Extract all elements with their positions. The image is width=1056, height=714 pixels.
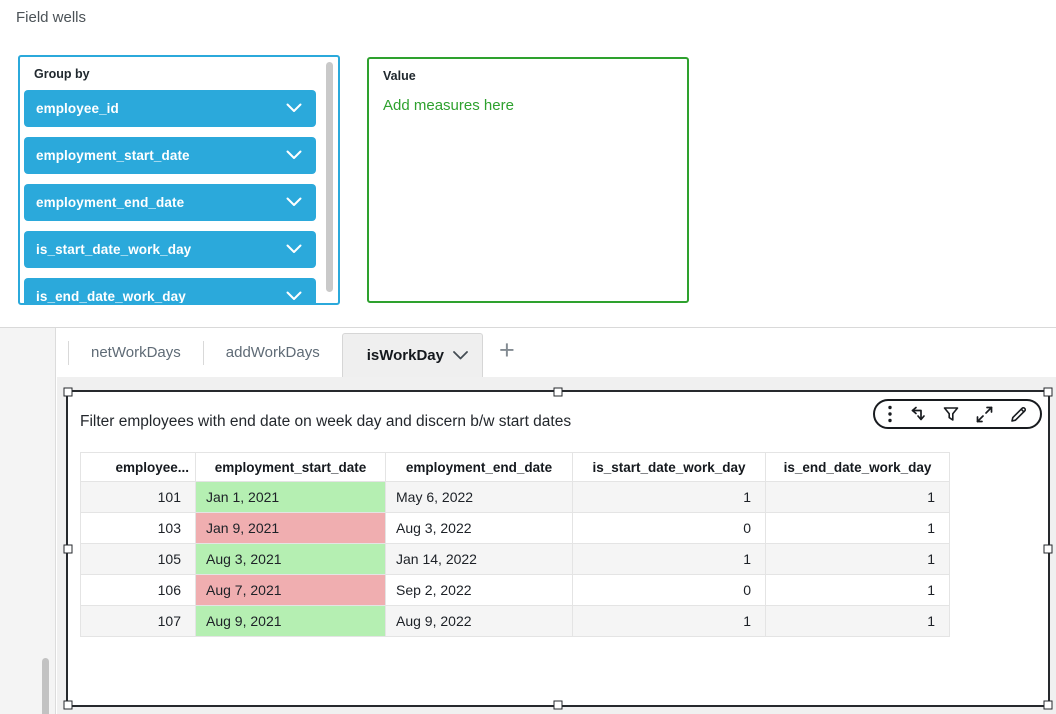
cell-employee-id: 105 [80,543,196,575]
resize-handle[interactable] [1043,387,1053,397]
cell-employee-id: 101 [80,481,196,513]
chevron-down-icon[interactable] [453,347,468,364]
cell-is-start-work-day: 1 [572,605,766,637]
field-pill-label: employment_end_date [36,195,185,210]
tab-isworkday[interactable]: isWorkDay [341,333,483,377]
cell-end-date: Aug 9, 2022 [385,605,573,637]
cell-end-date: Jan 14, 2022 [385,543,573,575]
panel-divider [0,327,1056,328]
column-header-employment-start-date[interactable]: employment_start_date [195,452,386,482]
edit-pencil-icon[interactable] [1009,405,1028,424]
column-header-employment-end-date[interactable]: employment_end_date [385,452,573,482]
filter-funnel-icon[interactable] [942,405,960,423]
cell-start-date: Aug 3, 2021 [195,543,386,575]
chevron-down-icon[interactable] [286,100,302,118]
table-row: 105 Aug 3, 2021 Jan 14, 2022 1 1 [80,543,950,575]
resize-handle[interactable] [1043,544,1053,553]
cell-start-date: Jan 1, 2021 [195,481,386,513]
chevron-down-icon[interactable] [286,147,302,165]
left-rail [0,328,56,714]
sheet-canvas: Filter employees with end date on week d… [57,377,1056,714]
field-pill-employment-start-date[interactable]: employment_start_date [24,137,316,174]
group-by-well[interactable]: Group by employee_id employment_start_da… [18,55,340,305]
value-well[interactable]: Value Add measures here [367,57,689,303]
pivot-table: employee... employment_start_date employ… [80,452,950,637]
cell-start-date: Aug 7, 2021 [195,574,386,606]
field-pill-label: is_start_date_work_day [36,242,192,257]
field-pill-label: employment_start_date [36,148,190,163]
tab-separator [68,340,69,365]
scrollbar-thumb[interactable] [326,62,333,293]
rail-scrollbar-thumb[interactable] [42,658,49,714]
visual-toolbar [873,399,1042,429]
cell-is-start-work-day: 0 [572,512,766,544]
cell-is-end-work-day: 1 [765,605,950,637]
field-pill-is-end-date-work-day[interactable]: is_end_date_work_day [24,278,316,304]
resize-handle[interactable] [553,700,563,710]
cell-employee-id: 107 [80,605,196,637]
tab-networkdays[interactable]: netWorkDays [69,328,203,377]
visual-title: Filter employees with end date on week d… [80,413,572,430]
cell-is-start-work-day: 1 [572,481,766,513]
column-header-is-end-date-work-day[interactable]: is_end_date_work_day [765,452,950,482]
cell-employee-id: 106 [80,574,196,606]
table-row: 101 Jan 1, 2021 May 6, 2022 1 1 [80,481,950,513]
tab-addworkdays[interactable]: addWorkDays [204,328,342,377]
field-wells-title: Field wells [16,9,87,26]
group-by-label: Group by [34,67,90,81]
visual-card[interactable]: Filter employees with end date on week d… [63,387,1053,710]
cell-is-end-work-day: 1 [765,512,950,544]
cell-end-date: Sep 2, 2022 [385,574,573,606]
table-row: 107 Aug 9, 2021 Aug 9, 2022 1 1 [80,605,950,637]
resize-handle[interactable] [63,700,73,710]
chevron-down-icon[interactable] [286,194,302,212]
field-pill-is-start-date-work-day[interactable]: is_start_date_work_day [24,231,316,268]
kebab-menu-icon[interactable] [887,404,893,424]
move-arrows-icon[interactable] [908,405,927,424]
resize-handle[interactable] [63,544,73,553]
chevron-down-icon[interactable] [286,288,302,304]
sheet-tabbar: netWorkDays addWorkDays isWorkDay + [57,328,1056,377]
resize-handle[interactable] [553,387,563,397]
field-pill-employee-id[interactable]: employee_id [24,90,316,127]
resize-handle[interactable] [63,387,73,397]
maximize-icon[interactable] [975,405,994,424]
cell-end-date: Aug 3, 2022 [385,512,573,544]
group-by-scrollbar[interactable] [326,62,333,297]
tab-label: netWorkDays [91,344,181,361]
table-row: 103 Jan 9, 2021 Aug 3, 2022 0 1 [80,512,950,544]
cell-is-end-work-day: 1 [765,481,950,513]
cell-start-date: Jan 9, 2021 [195,512,386,544]
table-header-row: employee... employment_start_date employ… [80,452,950,482]
table-row: 106 Aug 7, 2021 Sep 2, 2022 0 1 [80,574,950,606]
cell-employee-id: 103 [80,512,196,544]
value-label: Value [383,69,416,83]
column-header-is-start-date-work-day[interactable]: is_start_date_work_day [572,452,766,482]
add-sheet-button[interactable]: + [498,335,515,365]
field-pill-label: employee_id [36,101,119,116]
cell-end-date: May 6, 2022 [385,481,573,513]
resize-handle[interactable] [1043,700,1053,710]
cell-start-date: Aug 9, 2021 [195,605,386,637]
cell-is-end-work-day: 1 [765,543,950,575]
group-by-pill-list: employee_id employment_start_date employ… [24,90,316,304]
cell-is-start-work-day: 0 [572,574,766,606]
field-pill-employment-end-date[interactable]: employment_end_date [24,184,316,221]
tab-label: isWorkDay [366,347,444,364]
chevron-down-icon[interactable] [286,241,302,259]
tab-label: addWorkDays [225,344,320,361]
column-header-employee-id[interactable]: employee... [80,452,196,482]
add-measures-hint: Add measures here [383,97,514,114]
cell-is-end-work-day: 1 [765,574,950,606]
field-pill-label: is_end_date_work_day [36,289,186,304]
cell-is-start-work-day: 1 [572,543,766,575]
field-wells-panel: Field wells Group by employee_id employm… [0,0,1056,327]
tab-separator [202,340,204,365]
